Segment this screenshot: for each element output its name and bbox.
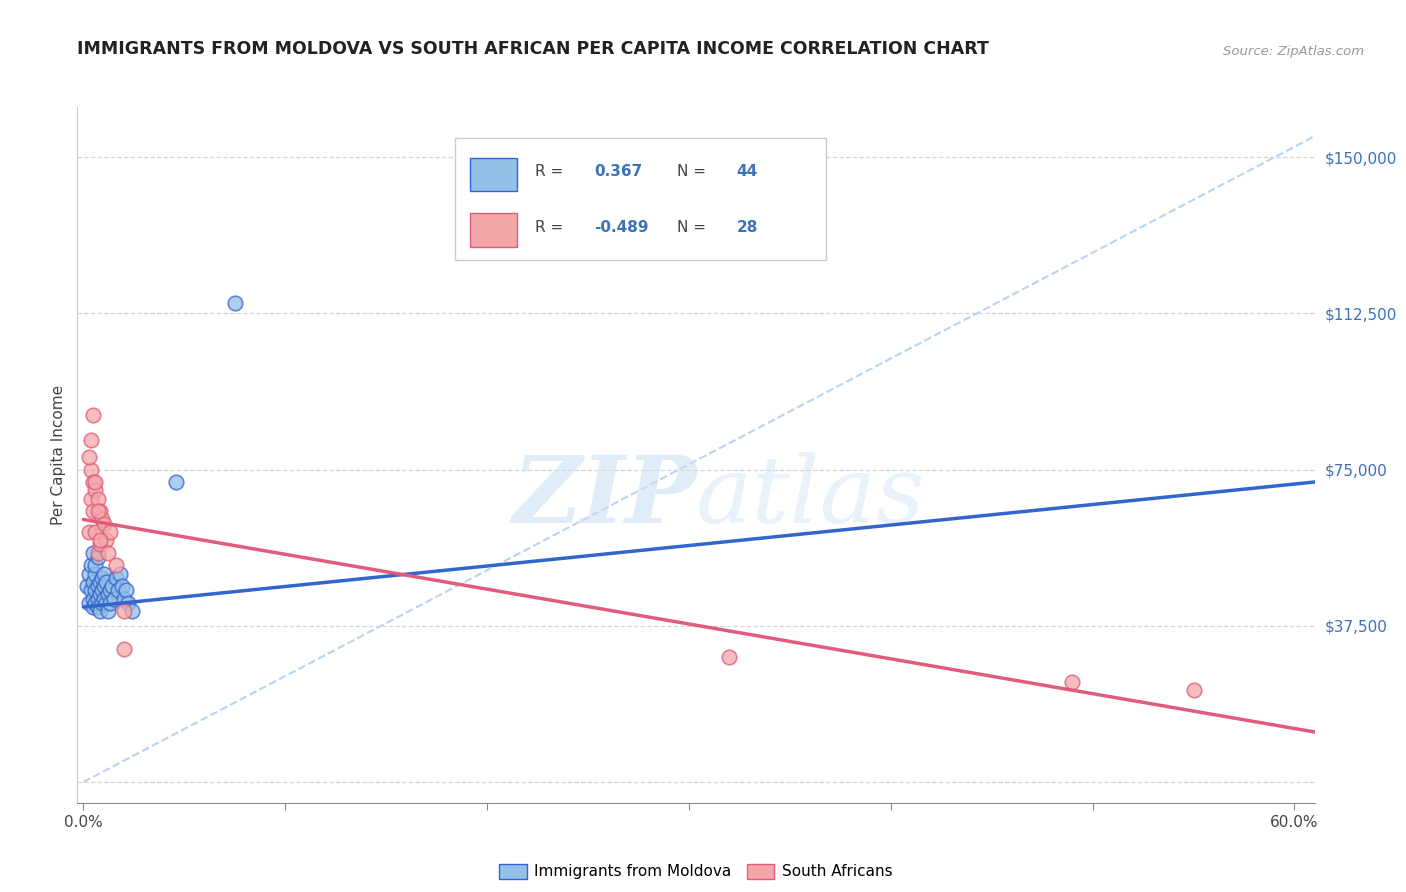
Point xyxy=(94,574,117,589)
Point xyxy=(84,475,107,489)
Point xyxy=(80,491,103,506)
Point xyxy=(82,409,104,423)
Point xyxy=(112,641,135,656)
Point xyxy=(80,583,103,598)
Point xyxy=(82,591,104,606)
Point xyxy=(90,512,112,526)
Point xyxy=(1182,683,1205,698)
Point xyxy=(100,579,122,593)
Point xyxy=(108,566,131,581)
Point xyxy=(86,504,108,518)
Point xyxy=(90,571,112,585)
Point xyxy=(718,650,741,665)
Point xyxy=(84,558,107,573)
Point xyxy=(89,604,111,618)
Point xyxy=(82,475,104,489)
Point xyxy=(117,596,139,610)
Text: IMMIGRANTS FROM MOLDOVA VS SOUTH AFRICAN PER CAPITA INCOME CORRELATION CHART: IMMIGRANTS FROM MOLDOVA VS SOUTH AFRICAN… xyxy=(77,40,990,58)
Point xyxy=(90,596,112,610)
Point xyxy=(94,533,117,548)
Point xyxy=(94,596,117,610)
Point xyxy=(98,583,121,598)
Point xyxy=(112,591,135,606)
Text: R =: R = xyxy=(536,164,568,179)
Point xyxy=(89,504,111,518)
Text: N =: N = xyxy=(678,164,711,179)
Point xyxy=(80,462,103,476)
Point xyxy=(97,604,120,618)
Point xyxy=(89,574,111,589)
Point xyxy=(86,591,108,606)
FancyBboxPatch shape xyxy=(470,158,516,191)
Point xyxy=(97,587,120,601)
Point xyxy=(93,566,115,581)
Text: ZIP: ZIP xyxy=(512,451,696,541)
Legend: Immigrants from Moldova, South Africans: Immigrants from Moldova, South Africans xyxy=(494,858,898,886)
Point xyxy=(84,596,107,610)
Point xyxy=(82,546,104,560)
Text: N =: N = xyxy=(678,220,711,235)
Point xyxy=(98,596,121,610)
Point xyxy=(114,583,136,598)
Point xyxy=(121,604,143,618)
Point xyxy=(80,558,103,573)
Point xyxy=(86,549,108,564)
Point xyxy=(86,491,108,506)
Point xyxy=(82,599,104,614)
Point xyxy=(76,579,98,593)
Point xyxy=(84,566,107,581)
Point xyxy=(104,558,127,573)
Point xyxy=(84,583,107,598)
Point xyxy=(89,537,111,551)
Point xyxy=(89,587,111,601)
Text: 44: 44 xyxy=(737,164,758,179)
Point xyxy=(79,566,101,581)
Point xyxy=(97,546,120,560)
Y-axis label: Per Capita Income: Per Capita Income xyxy=(51,384,66,525)
Text: 0.367: 0.367 xyxy=(595,164,643,179)
Point xyxy=(86,546,108,560)
Point xyxy=(165,475,187,489)
Text: atlas: atlas xyxy=(696,451,925,541)
Text: -0.489: -0.489 xyxy=(595,220,650,235)
Point xyxy=(93,591,115,606)
Point xyxy=(89,533,111,548)
Point xyxy=(93,516,115,531)
Point xyxy=(86,579,108,593)
Point xyxy=(82,574,104,589)
Point xyxy=(86,599,108,614)
Point xyxy=(224,296,246,310)
Point xyxy=(90,583,112,598)
Point xyxy=(98,524,121,539)
Point xyxy=(82,504,104,518)
Point xyxy=(79,524,101,539)
Point xyxy=(107,583,129,598)
Point xyxy=(84,483,107,498)
Point xyxy=(111,579,134,593)
Point xyxy=(104,571,127,585)
Text: 28: 28 xyxy=(737,220,758,235)
Text: Source: ZipAtlas.com: Source: ZipAtlas.com xyxy=(1223,45,1364,58)
Point xyxy=(112,604,135,618)
FancyBboxPatch shape xyxy=(454,138,825,260)
Point xyxy=(1062,675,1084,690)
Point xyxy=(79,450,101,464)
Point xyxy=(79,596,101,610)
FancyBboxPatch shape xyxy=(470,213,516,247)
Point xyxy=(103,591,125,606)
Point xyxy=(80,434,103,448)
Point xyxy=(93,579,115,593)
Point xyxy=(84,524,107,539)
Text: R =: R = xyxy=(536,220,568,235)
